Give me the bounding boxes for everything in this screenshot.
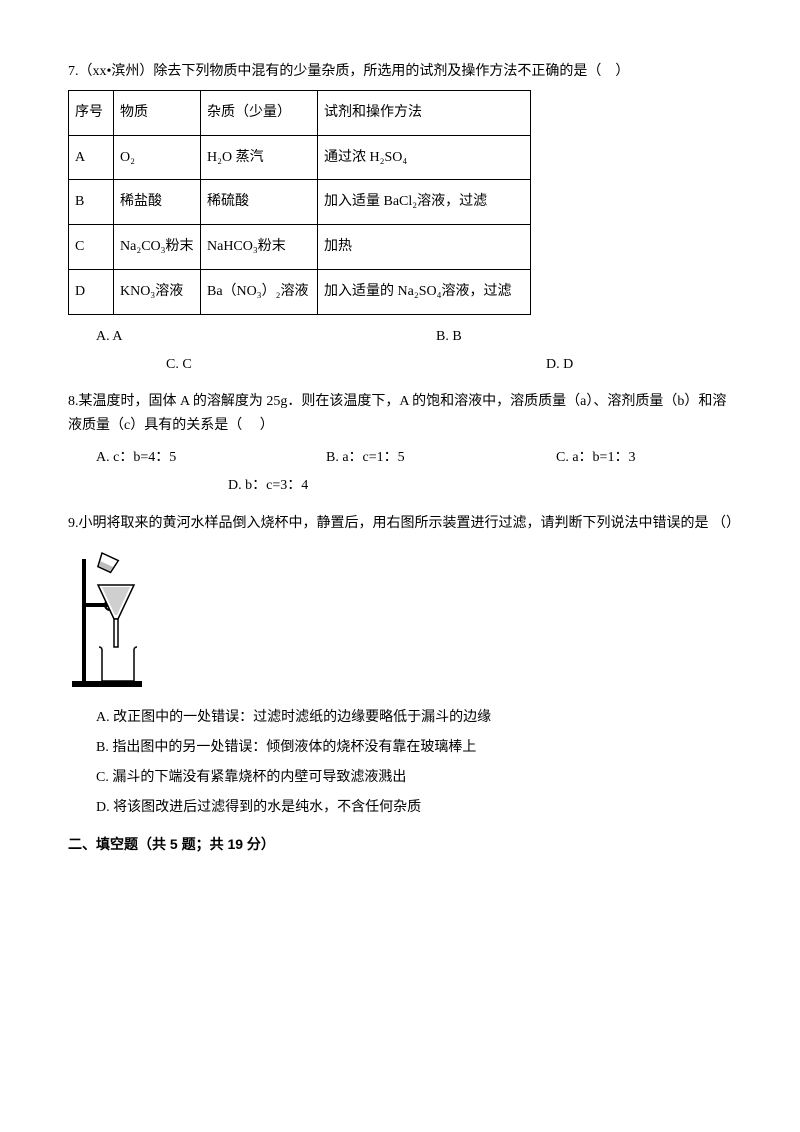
q7-table: 序号 物质 杂质（少量） 试剂和操作方法 A O₂ H₂O 蒸汽 通过浓 H₂S… — [68, 90, 531, 315]
table-row: D KNO₃溶液 Ba（NO₃）₂溶液 加入适量的 Na₂SO₄溶液，过滤 — [69, 269, 531, 314]
q9-option-d: D. 将该图改进后过滤得到的水是纯水，不含任何杂质 — [68, 796, 740, 820]
q8-stem: 8.某温度时，固体 A 的溶解度为 25g．则在该温度下，A 的饱和溶液中，溶质… — [68, 390, 740, 438]
th-substance: 物质 — [114, 90, 201, 135]
q8-option-c: C. a：b=1：3 — [556, 446, 635, 470]
section-2-title: 二、填空题（共 5 题；共 19 分） — [68, 833, 740, 857]
table-row: B 稀盐酸 稀硫酸 加入适量 BaCl₂溶液，过滤 — [69, 180, 531, 225]
q9-option-a: A. 改正图中的一处错误：过滤时滤纸的边缘要略低于漏斗的边缘 — [68, 706, 740, 730]
table-row: C Na₂CO₃粉末 NaHCO₃粉末 加热 — [69, 225, 531, 270]
q9-stem: 9.小明将取来的黄河水样品倒入烧杯中，静置后，用右图所示装置进行过滤，请判断下列… — [68, 512, 740, 536]
q7-option-a: A. A — [68, 325, 436, 349]
q8-option-d: D. b：c=3：4 — [68, 474, 308, 498]
q8-option-b: B. a：c=1：5 — [326, 446, 556, 470]
q7-option-c: C. C — [68, 353, 546, 377]
th-impurity: 杂质（少量） — [201, 90, 318, 135]
th-method: 试剂和操作方法 — [318, 90, 531, 135]
q7-option-b: B. B — [436, 325, 462, 349]
q7-stem: 7.（xx•滨州）除去下列物质中混有的少量杂质，所选用的试剂及操作方法不正确的是… — [68, 60, 740, 84]
filtration-diagram — [68, 541, 740, 700]
q7-option-d: D. D — [546, 353, 573, 377]
table-row: A O₂ H₂O 蒸汽 通过浓 H₂SO₄ — [69, 135, 531, 180]
table-row: 序号 物质 杂质（少量） 试剂和操作方法 — [69, 90, 531, 135]
th-index: 序号 — [69, 90, 114, 135]
q9-option-b: B. 指出图中的另一处错误：倾倒液体的烧杯没有靠在玻璃棒上 — [68, 736, 740, 760]
q8-option-a: A. c：b=4：5 — [68, 446, 326, 470]
q9-option-c: C. 漏斗的下端没有紧靠烧杯的内壁可导致滤液溅出 — [68, 766, 740, 790]
